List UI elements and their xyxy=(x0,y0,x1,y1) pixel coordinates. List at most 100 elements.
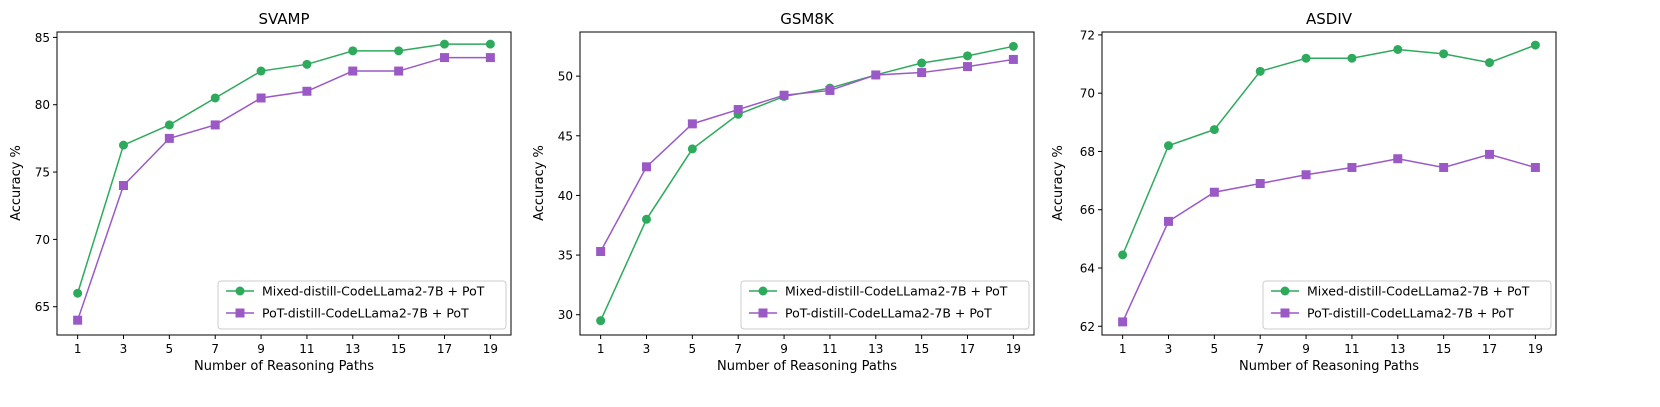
y-tick-label: 70 xyxy=(1080,87,1095,101)
data-point xyxy=(1439,162,1449,172)
data-point xyxy=(118,140,128,150)
x-tick-label: 9 xyxy=(1302,342,1310,356)
y-tick-label: 72 xyxy=(1080,28,1095,42)
y-tick-label: 66 xyxy=(1080,203,1095,217)
x-tick-label: 1 xyxy=(597,342,605,356)
data-point xyxy=(1485,58,1495,68)
axes-frame xyxy=(56,31,512,336)
data-point xyxy=(256,66,266,76)
legend-marker-pot xyxy=(1280,308,1290,318)
legend-marker-mixed xyxy=(758,286,768,296)
data-point xyxy=(73,315,83,325)
x-tick-label: 3 xyxy=(120,342,128,356)
data-point xyxy=(164,120,174,130)
x-tick-label: 5 xyxy=(166,342,174,356)
data-point xyxy=(825,85,835,95)
data-point xyxy=(1301,170,1311,180)
x-tick-label: 9 xyxy=(257,342,265,356)
x-axis-label: Number of Reasoning Paths xyxy=(717,359,897,374)
y-tick-label: 75 xyxy=(35,166,50,180)
series-line-pot xyxy=(1121,153,1536,323)
y-tick-label: 50 xyxy=(558,70,573,84)
data-point xyxy=(73,288,83,298)
x-tick-label: 11 xyxy=(299,342,314,356)
y-axis: 30 35 40 45 50 xyxy=(558,70,580,322)
x-tick-label: 17 xyxy=(1482,342,1497,356)
x-tick-label: 11 xyxy=(822,342,837,356)
x-axis: 1 3 5 7 9 11 13 15 17 19 xyxy=(1119,335,1543,356)
legend-label-pot: PoT-distill-CodeLLama2-7B + PoT xyxy=(785,306,992,321)
y-tick-label: 65 xyxy=(35,300,50,314)
x-tick-label: 19 xyxy=(1006,342,1021,356)
legend: Mixed-distill-CodeLLama2-7B + PoT PoT-di… xyxy=(740,280,1030,330)
x-tick-label: 3 xyxy=(1165,342,1173,356)
legend-marker-pot xyxy=(758,308,768,318)
y-tick-label: 80 xyxy=(35,98,50,112)
data-point xyxy=(210,120,220,130)
y-tick-label: 62 xyxy=(1080,320,1095,334)
legend-label-mixed: Mixed-distill-CodeLLama2-7B + PoT xyxy=(262,284,485,299)
x-tick-label: 13 xyxy=(1390,342,1405,356)
x-tick-label: 7 xyxy=(211,342,219,356)
data-point xyxy=(1485,149,1495,159)
data-point xyxy=(1163,216,1173,226)
x-axis: 1 3 5 7 9 11 13 15 17 19 xyxy=(74,335,498,356)
data-point xyxy=(1347,53,1357,63)
data-point xyxy=(641,214,651,224)
data-point xyxy=(917,68,927,78)
legend-box xyxy=(740,280,1030,330)
data-point xyxy=(1347,162,1357,172)
x-tick-label: 19 xyxy=(483,342,498,356)
legend-box xyxy=(217,280,507,330)
data-point xyxy=(1163,141,1173,151)
data-point xyxy=(256,93,266,103)
x-tick-label: 1 xyxy=(74,342,82,356)
y-tick-label: 85 xyxy=(35,31,50,45)
data-point xyxy=(596,246,606,256)
plot-area xyxy=(73,39,495,325)
legend-label-pot: PoT-distill-CodeLLama2-7B + PoT xyxy=(1307,306,1514,321)
legend-marker-mixed xyxy=(235,286,245,296)
chart-title: SVAMP xyxy=(258,10,309,28)
axes-frame xyxy=(1101,31,1557,336)
x-tick-label: 3 xyxy=(643,342,651,356)
data-point xyxy=(1393,154,1403,164)
legend-label-mixed: Mixed-distill-CodeLLama2-7B + PoT xyxy=(1307,284,1530,299)
data-point xyxy=(118,181,128,191)
chart-title: GSM8K xyxy=(780,10,835,28)
x-tick-label: 13 xyxy=(868,342,883,356)
data-point xyxy=(302,86,312,96)
data-point xyxy=(1530,40,1540,50)
y-tick-label: 45 xyxy=(558,129,573,143)
plot-area xyxy=(1118,40,1540,327)
x-tick-label: 11 xyxy=(1344,342,1359,356)
data-point xyxy=(687,144,697,154)
x-tick-label: 19 xyxy=(1528,342,1543,356)
data-point xyxy=(1255,66,1265,76)
legend-label-pot: PoT-distill-CodeLLama2-7B + PoT xyxy=(262,306,469,321)
series-line-mixed xyxy=(1121,44,1536,256)
data-point xyxy=(440,53,450,63)
data-point xyxy=(1255,179,1265,188)
x-tick-label: 7 xyxy=(734,342,742,356)
data-point xyxy=(485,53,495,63)
y-axis-label: Accuracy % xyxy=(532,145,547,221)
data-point xyxy=(687,119,697,129)
legend: Mixed-distill-CodeLLama2-7B + PoT PoT-di… xyxy=(1262,280,1552,330)
data-point xyxy=(871,70,881,80)
series-line-mixed xyxy=(76,43,491,294)
data-point xyxy=(394,66,404,76)
axes-frame xyxy=(579,31,1035,336)
plot-area xyxy=(596,41,1018,326)
series-line-pot xyxy=(76,56,491,321)
y-tick-label: 35 xyxy=(558,249,573,263)
x-tick-label: 7 xyxy=(1256,342,1264,356)
series-line-pot xyxy=(599,58,1014,252)
data-point xyxy=(485,39,495,49)
data-point xyxy=(641,162,651,172)
data-point xyxy=(210,93,220,103)
x-tick-label: 5 xyxy=(1211,342,1219,356)
